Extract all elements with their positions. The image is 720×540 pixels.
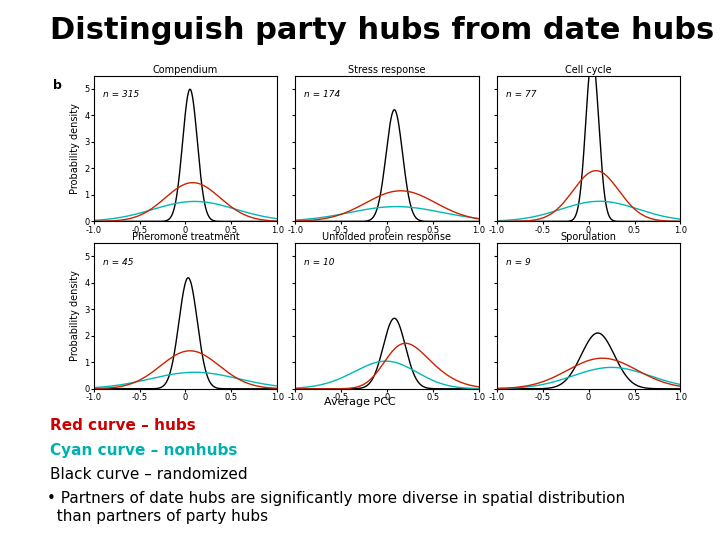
Title: Stress response: Stress response — [348, 65, 426, 75]
Text: n = 9: n = 9 — [506, 258, 531, 267]
Text: n = 174: n = 174 — [305, 90, 341, 99]
Title: Sporulation: Sporulation — [561, 232, 616, 242]
Text: Distinguish party hubs from date hubs: Distinguish party hubs from date hubs — [50, 16, 715, 45]
Text: n = 315: n = 315 — [103, 90, 139, 99]
Title: Pheromone treatment: Pheromone treatment — [132, 232, 239, 242]
Text: n = 10: n = 10 — [305, 258, 335, 267]
Y-axis label: Probability density: Probability density — [70, 271, 80, 361]
Text: b: b — [53, 78, 62, 91]
Title: Cell cycle: Cell cycle — [565, 65, 612, 75]
Title: Unfolded protein response: Unfolded protein response — [323, 232, 451, 242]
Text: Red curve – hubs: Red curve – hubs — [50, 418, 196, 434]
Y-axis label: Probability density: Probability density — [70, 103, 80, 194]
Text: Cyan curve – nonhubs: Cyan curve – nonhubs — [50, 443, 238, 458]
Text: • Partners of date hubs are significantly more diverse in spatial distribution
 : • Partners of date hubs are significantl… — [47, 491, 625, 524]
Text: n = 45: n = 45 — [103, 258, 133, 267]
Text: Average PCC: Average PCC — [324, 397, 396, 407]
Text: Black curve – randomized: Black curve – randomized — [50, 467, 248, 482]
Title: Compendium: Compendium — [153, 65, 218, 75]
Text: n = 77: n = 77 — [506, 90, 536, 99]
